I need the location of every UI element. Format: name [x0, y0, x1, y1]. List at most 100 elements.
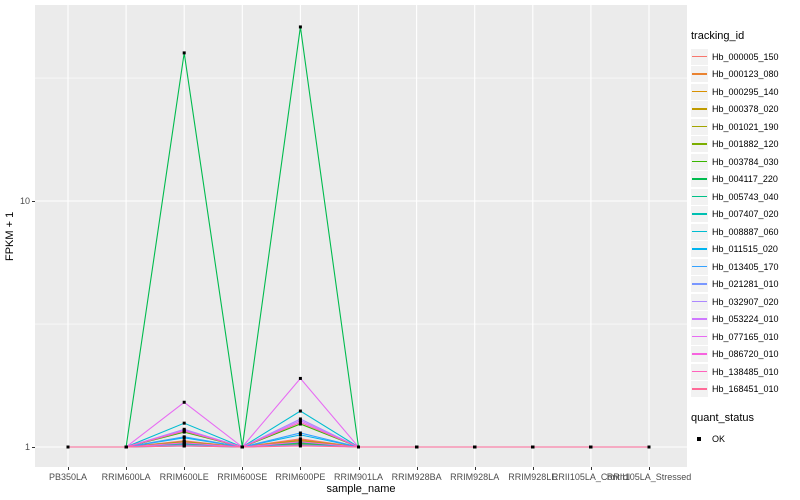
legend-item: Hb_168451_010 — [691, 381, 799, 399]
data-point — [298, 419, 302, 423]
x-tick-label: RRIM600SE — [217, 472, 268, 482]
data-point — [66, 445, 70, 449]
legend-item-label: Hb_032907_020 — [712, 296, 779, 307]
legend-item: Hb_013405_170 — [691, 258, 799, 276]
legend-key-line — [692, 230, 707, 233]
legend-item-label: Hb_168451_010 — [712, 384, 779, 395]
legend-item-label: Hb_013405_170 — [712, 261, 779, 272]
data-point — [182, 444, 186, 448]
data-point — [298, 417, 302, 421]
x-tick-label: RRII105LA_Control — [551, 472, 630, 482]
quant-status-item: OK — [691, 430, 799, 448]
legend-key-swatch — [691, 381, 708, 398]
legend-key-swatch — [691, 136, 708, 153]
data-point — [298, 376, 302, 380]
data-point — [298, 422, 302, 426]
legend-item-label: Hb_007407_020 — [712, 209, 779, 220]
legend: tracking_id Hb_000005_150 Hb_000123_080 Hb… — [691, 30, 799, 448]
gridlines — [35, 5, 687, 467]
y-axis-title: FPKM + 1 — [4, 211, 16, 261]
x-tick-label: RRIM901LA — [333, 472, 384, 482]
x-axis-title: sample_name — [326, 483, 396, 495]
data-point — [531, 445, 535, 449]
data-point — [182, 421, 186, 425]
legend-item: Hb_000123_080 — [691, 66, 799, 84]
data-points — [66, 25, 651, 449]
data-point — [298, 25, 302, 29]
x-tick-label: RRIM928BA — [391, 472, 442, 482]
data-point — [182, 435, 186, 439]
legend-key-line — [692, 248, 707, 250]
data-point — [647, 445, 651, 449]
legend-item-label: Hb_138485_010 — [712, 366, 779, 377]
legend-item: Hb_001021_190 — [691, 118, 799, 136]
legend-item-label: Hb_001882_120 — [712, 139, 779, 150]
legend-key-swatch — [691, 66, 708, 83]
data-point — [298, 444, 302, 448]
legend-items: Hb_000005_150 Hb_000123_080 Hb_000295_140 H… — [691, 48, 799, 398]
x-tick-mark — [126, 467, 128, 470]
data-point — [182, 400, 186, 404]
y-tick-label: 10 — [19, 195, 30, 206]
legend-key-line — [692, 125, 707, 128]
x-tick-mark — [416, 467, 418, 470]
legend-item-label: Hb_005743_040 — [712, 191, 779, 202]
x-tick-label: RRIM600PE — [275, 472, 326, 482]
legend-key-line — [692, 90, 707, 93]
x-tick-label: RRIM600LA — [101, 472, 151, 482]
legend-key-line — [692, 300, 707, 303]
x-tick-label: PB350LA — [48, 472, 88, 482]
legend-key-swatch — [691, 311, 708, 328]
data-point — [473, 445, 477, 449]
filled-square-point-icon — [697, 436, 701, 441]
legend-key-swatch — [691, 101, 708, 118]
data-point — [298, 420, 302, 424]
legend-item: Hb_053224_010 — [691, 311, 799, 329]
data-point — [589, 445, 593, 449]
legend-item: Hb_004117_220 — [691, 171, 799, 189]
legend-item: Hb_021281_010 — [691, 276, 799, 294]
x-tick-label: RRIM928LA — [450, 472, 500, 482]
legend-key-swatch — [691, 241, 708, 258]
legend-key-line — [692, 370, 707, 373]
legend-item: Hb_000378_020 — [691, 101, 799, 119]
data-point — [415, 445, 419, 449]
legend-key-line — [692, 265, 707, 268]
legend-item-label: Hb_003784_030 — [712, 156, 779, 167]
legend-item-label: Hb_008887_060 — [712, 226, 779, 237]
legend-item: Hb_011515_020 — [691, 241, 799, 259]
x-tick-mark — [242, 467, 244, 470]
quant-status-key-swatch — [691, 431, 708, 447]
legend-item: Hb_000295_140 — [691, 83, 799, 101]
legend-key-swatch — [691, 346, 708, 363]
legend-key-line — [692, 318, 707, 320]
legend-item-label: Hb_000378_020 — [712, 104, 779, 115]
data-point — [124, 445, 128, 449]
legend-key-line — [692, 353, 707, 355]
legend-item: Hb_008887_060 — [691, 223, 799, 241]
data-point — [240, 445, 244, 449]
x-tick-mark — [358, 467, 360, 470]
x-tick-mark — [474, 467, 476, 470]
data-point — [298, 431, 302, 435]
legend-key-line — [692, 73, 707, 75]
legend-key-swatch — [691, 223, 708, 240]
legend-key-swatch — [691, 206, 708, 223]
legend-key-swatch — [691, 83, 708, 100]
legend-key-swatch — [691, 188, 708, 205]
legend-key-swatch — [691, 118, 708, 135]
legend-item: Hb_077165_010 — [691, 328, 799, 346]
data-point — [182, 51, 186, 55]
legend-item: Hb_003784_030 — [691, 153, 799, 171]
quant-status-items: OK — [691, 430, 799, 448]
x-tick-mark — [184, 467, 186, 470]
x-tick-label: RRIM928LE — [508, 472, 558, 482]
legend-item: Hb_007407_020 — [691, 206, 799, 224]
legend-key-swatch — [691, 48, 708, 65]
data-point — [298, 433, 302, 437]
legend-item: Hb_086720_010 — [691, 346, 799, 364]
legend-key-line — [692, 388, 707, 390]
legend-key-line — [692, 195, 707, 198]
legend-key-swatch — [691, 363, 708, 380]
legend-key-line — [692, 143, 707, 145]
